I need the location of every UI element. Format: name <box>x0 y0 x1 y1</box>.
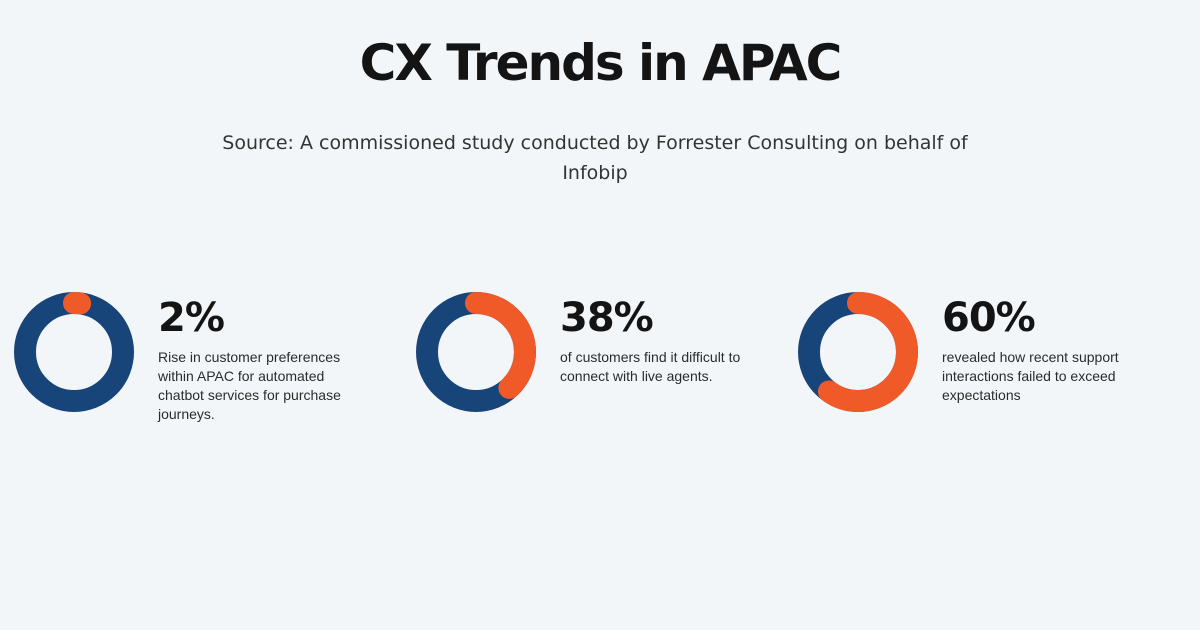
donut-chart-1 <box>14 292 134 412</box>
donut-slice-3 <box>798 292 918 412</box>
stat-text-2: 38% of customers find it difficult to co… <box>560 292 770 386</box>
stat-description-1: Rise in customer preferences within APAC… <box>158 349 341 422</box>
stat-text-1: 2% Rise in customer preferences within A… <box>158 292 368 424</box>
stat-description-2: of customers find it difficult to connec… <box>560 349 741 384</box>
donut-slice-1 <box>14 292 134 412</box>
page-title: CX Trends in APAC <box>359 34 843 92</box>
stat-value-3: 60% <box>942 295 1036 341</box>
donut-chart-2 <box>416 292 536 412</box>
stat-value-2: 38% <box>560 295 654 341</box>
donut-chart-3 <box>798 292 918 412</box>
donut-slice-2 <box>416 292 536 412</box>
stat-value-1: 2% <box>158 295 225 341</box>
stat-text-3: 60% revealed how recent support interact… <box>942 292 1152 405</box>
donut-ring-1 <box>14 292 134 412</box>
source-subtitle: Source: A commissioned study conducted b… <box>222 132 968 184</box>
stat-description-3: revealed how recent support interactions… <box>942 349 1119 403</box>
